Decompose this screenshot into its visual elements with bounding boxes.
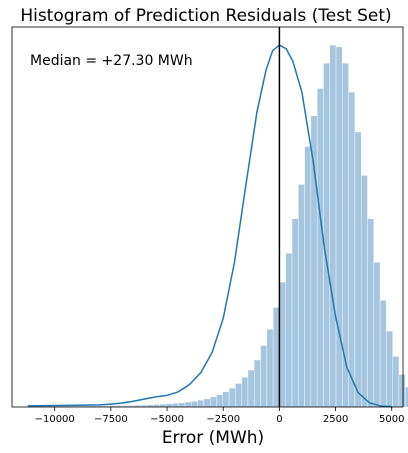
x-tick-label: −10000: [35, 414, 75, 425]
histogram-bar: [386, 330, 393, 408]
histogram-bar: [316, 88, 324, 408]
histogram-bar: [323, 62, 330, 408]
histogram-bar: [361, 175, 368, 408]
x-tick-label: −5000: [150, 414, 184, 425]
histogram-bar: [159, 403, 167, 408]
histogram-bar: [266, 328, 274, 408]
histogram-bar: [172, 403, 179, 408]
histogram-bar: [235, 383, 242, 408]
histogram-bar: [367, 218, 374, 408]
x-tick-label: 2500: [323, 414, 348, 425]
histogram-bar: [209, 396, 217, 408]
x-axis-label: Error (MWh): [162, 428, 264, 448]
x-axis-ticks: −10000 −7500 −5000 −2500 0 2500 5000: [35, 407, 404, 425]
median-annotation: Median = +27.30 MWh: [30, 53, 193, 69]
histogram-bar: [247, 369, 255, 408]
x-tick-label: −7500: [94, 414, 128, 425]
histogram-bar: [379, 300, 387, 408]
histogram-bar: [405, 386, 408, 408]
histogram-bars: [27, 44, 408, 408]
histogram-bar: [222, 391, 230, 408]
x-tick-label: 0: [276, 414, 282, 425]
chart-title: Histogram of Prediction Residuals (Test …: [20, 6, 391, 26]
histogram-bar: [203, 398, 211, 408]
histogram-bar: [184, 401, 192, 408]
histogram-bar: [228, 387, 236, 408]
x-tick-label: 5000: [379, 414, 404, 425]
histogram-bar: [335, 46, 343, 408]
histogram-bar: [279, 281, 286, 408]
histogram-bar: [216, 394, 223, 408]
histogram-bar: [348, 91, 356, 408]
histogram-bar: [342, 62, 349, 408]
histogram-bar: [329, 44, 337, 408]
kde-curve: [27, 44, 392, 408]
histogram-bar: [165, 403, 173, 408]
histogram-bar: [392, 356, 400, 408]
histogram-bar: [398, 374, 406, 408]
plot-frame: [11, 26, 404, 408]
histogram-bar: [298, 184, 305, 408]
histogram-bar: [178, 402, 186, 408]
histogram-bar: [354, 131, 362, 408]
histogram-bar: [373, 262, 381, 408]
histogram-bar: [241, 377, 249, 408]
x-tick-label: −2500: [206, 414, 240, 425]
kde-line: [27, 44, 392, 408]
histogram-bar: [260, 345, 268, 408]
histogram-bar: [285, 252, 293, 408]
histogram-bar: [272, 307, 280, 408]
histogram-bar: [254, 359, 261, 408]
histogram-bar: [304, 146, 312, 408]
histogram-bar: [310, 115, 318, 408]
histogram-bar: [197, 399, 205, 408]
histogram-bar: [291, 218, 299, 408]
histogram-bar: [191, 401, 198, 408]
